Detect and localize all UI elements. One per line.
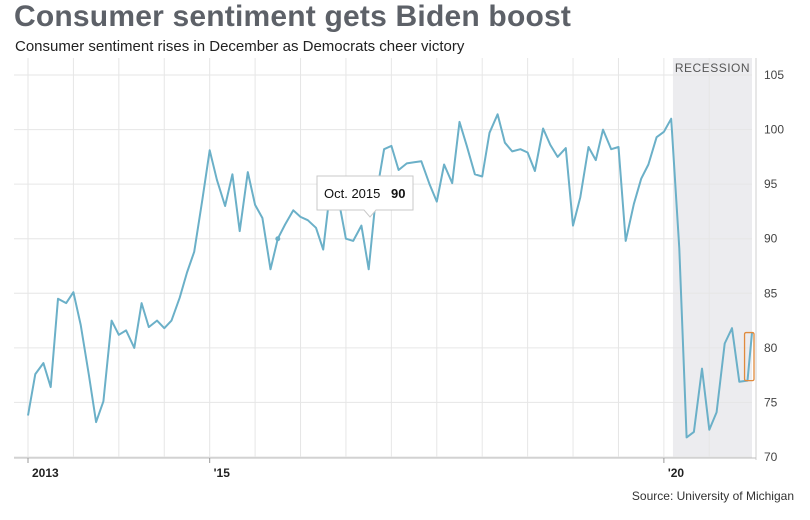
- tooltip-layer: Oct. 2015 90: [316, 175, 414, 218]
- chart-title: Consumer sentiment gets Biden boost: [14, 0, 572, 33]
- y-tick-label: 105: [764, 68, 784, 82]
- y-tick-label: 70: [764, 450, 778, 464]
- y-tick-label: 100: [764, 123, 784, 137]
- recession-band: [672, 58, 752, 457]
- x-tick-label: '20: [668, 466, 685, 480]
- axes: 70 75 80 85 90 95 100 105 2013 '15 '20: [14, 58, 784, 480]
- latest-value-highlight: [743, 331, 755, 382]
- series-layer: [27, 113, 753, 439]
- marks-layer: [275, 236, 755, 382]
- recession-band-layer: RECESSION: [672, 58, 752, 457]
- recession-label: RECESSION: [675, 61, 750, 75]
- y-tick-label: 90: [764, 232, 778, 246]
- tooltip-point: [275, 236, 281, 242]
- y-tick-label: 95: [764, 177, 778, 191]
- y-tick-label: 80: [764, 341, 778, 355]
- x-tick-label: 2013: [32, 466, 59, 480]
- y-tick-label: 85: [764, 286, 778, 300]
- x-tick-label: '15: [214, 466, 231, 480]
- y-tick-label: 75: [764, 395, 778, 409]
- source-note: Source: University of Michigan: [631, 489, 794, 503]
- gridlines: [14, 58, 752, 458]
- series-line: [27, 113, 753, 439]
- tooltip-value: 90: [391, 186, 405, 201]
- tooltip-box: [316, 175, 414, 218]
- chart-subtitle: Consumer sentiment rises in December as …: [15, 38, 465, 55]
- tooltip-date: Oct. 2015: [324, 186, 380, 201]
